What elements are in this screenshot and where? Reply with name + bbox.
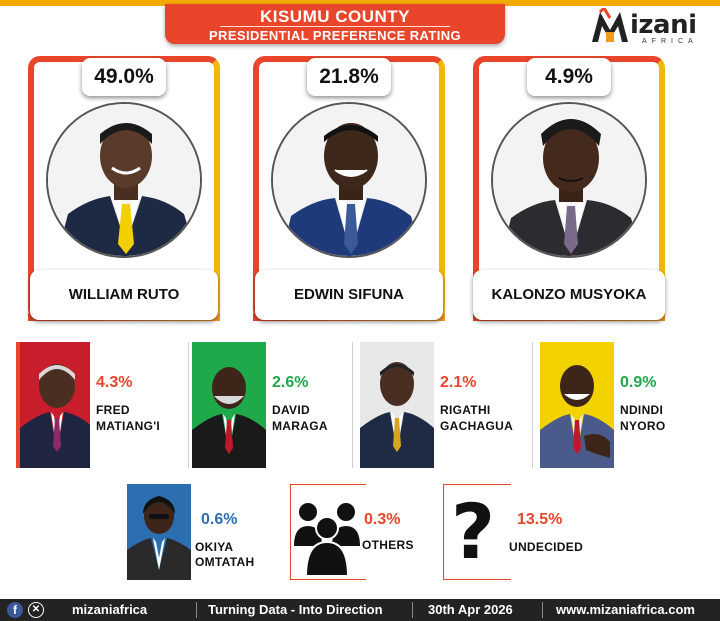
- column-divider: [352, 342, 353, 468]
- others-block: 0.3% OTHERS: [290, 484, 430, 580]
- candidate-percentage: 0.9%: [620, 374, 657, 391]
- page-title: KISUMU COUNTY: [259, 7, 411, 26]
- footer-website[interactable]: www.mizaniafrica.com: [556, 602, 695, 617]
- candidate-name: KALONZO MUSYOKA: [473, 270, 665, 320]
- candidate-photo: [192, 342, 266, 468]
- candidate-first-name: DAVID: [272, 403, 310, 417]
- candidate-omtatah: 0.6% OKIYA OMTATAH: [127, 484, 277, 580]
- title-divider: [220, 26, 450, 27]
- candidate-percentage: 4.3%: [96, 374, 133, 391]
- candidate-percentage: 2.1%: [440, 374, 477, 391]
- candidate-photo: [540, 342, 614, 468]
- candidate-card-sifuna: 21.8% EDWIN SIFUNA: [253, 56, 445, 321]
- footer-separator: [542, 602, 543, 618]
- page-subtitle: PRESIDENTIAL PREFERENCE RATING: [208, 28, 462, 43]
- footer-bar: f ✕ mizaniafrica Turning Data - Into Dir…: [0, 599, 720, 621]
- undecided-label: UNDECIDED: [509, 540, 584, 554]
- undecided-block: ? 13.5% UNDECIDED: [443, 484, 603, 580]
- title-banner: KISUMU COUNTY PRESIDENTIAL PREFERENCE RA…: [165, 4, 505, 44]
- mizani-logo: izani AFRICA: [590, 6, 716, 48]
- column-divider: [188, 342, 189, 468]
- candidate-card-kalonzo: 4.9% KALONZO MUSYOKA: [473, 56, 665, 321]
- footer-separator: [196, 602, 197, 618]
- column-divider: [532, 342, 533, 468]
- undecided-frame: [443, 484, 511, 580]
- candidate-percentage: 0.6%: [201, 511, 238, 528]
- footer-slogan: Turning Data - Into Direction: [208, 602, 383, 617]
- candidate-photo: [127, 484, 191, 580]
- candidate-last-name: MATIANG'I: [96, 419, 160, 433]
- candidate-percentage: 2.6%: [272, 374, 309, 391]
- mizani-logo-icon: [592, 8, 628, 42]
- candidate-portrait: [46, 102, 202, 258]
- others-frame: [290, 484, 366, 580]
- candidate-portrait: [271, 102, 427, 258]
- candidate-first-name: OKIYA: [195, 540, 234, 554]
- candidate-percentage: 4.9%: [527, 58, 611, 96]
- header-stripe: [0, 0, 720, 6]
- logo-wordmark: izani: [630, 10, 697, 40]
- candidate-first-name: FRED: [96, 403, 130, 417]
- candidate-name: WILLIAM RUTO: [30, 270, 218, 320]
- footer-separator: [412, 602, 413, 618]
- candidate-percentage: 49.0%: [82, 58, 166, 96]
- others-label: OTHERS: [362, 538, 414, 552]
- others-percentage: 0.3%: [364, 511, 401, 528]
- candidate-photo: [360, 342, 434, 468]
- candidate-first-name: NDINDI: [620, 403, 664, 417]
- candidate-portrait: [491, 102, 647, 258]
- footer-date: 30th Apr 2026: [428, 602, 513, 617]
- candidate-percentage: 21.8%: [307, 58, 391, 96]
- candidate-last-name: GACHAGUA: [440, 419, 514, 433]
- candidate-name: EDWIN SIFUNA: [255, 270, 443, 320]
- candidate-last-name: NYORO: [620, 419, 666, 433]
- footer-handle: mizaniafrica: [72, 602, 148, 617]
- candidate-photo: [16, 342, 90, 468]
- candidate-first-name: RIGATHI: [440, 403, 491, 417]
- facebook-icon[interactable]: f: [7, 602, 23, 618]
- candidate-last-name: MARAGA: [272, 419, 328, 433]
- x-icon[interactable]: ✕: [28, 602, 44, 618]
- candidate-card-ruto: 49.0% WILLIAM RUTO: [28, 56, 220, 321]
- question-mark-icon: ?: [451, 487, 496, 576]
- undecided-percentage: 13.5%: [517, 511, 563, 528]
- logo-subtitle: AFRICA: [642, 38, 698, 45]
- candidate-last-name: OMTATAH: [195, 555, 255, 569]
- group-people-icon: [294, 503, 360, 577]
